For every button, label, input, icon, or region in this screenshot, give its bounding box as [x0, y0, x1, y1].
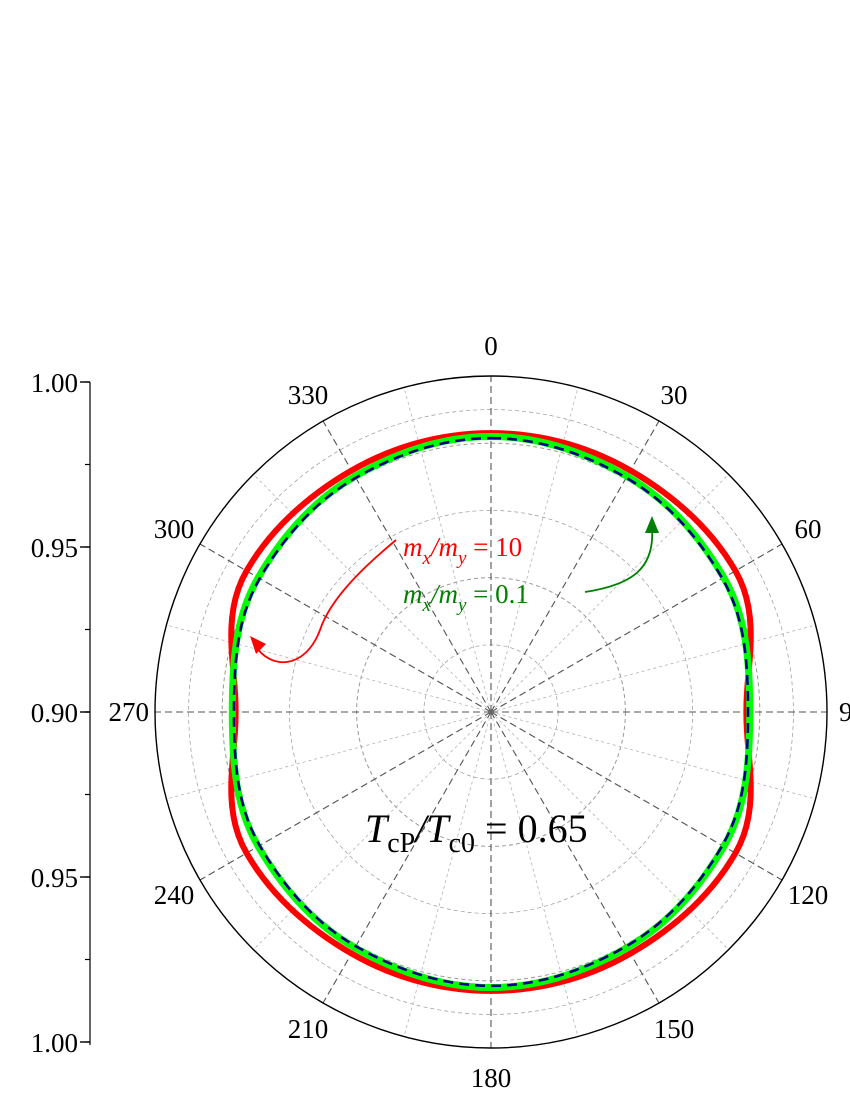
- grid-spoke: [490, 387, 579, 713]
- grid-spoke: [403, 711, 492, 1037]
- grid-spoke: [199, 543, 492, 713]
- radial-tick-label: 0.95: [31, 533, 78, 563]
- angle-tick-label: 210: [288, 1014, 329, 1044]
- temperature-ratio-label: TcP/Tc0 = 0.65: [365, 806, 588, 859]
- angle-tick-label: 270: [109, 697, 150, 727]
- grid-spoke: [253, 711, 492, 950]
- angle-tick-label: 150: [654, 1014, 695, 1044]
- grid-spoke: [490, 711, 660, 1004]
- grid-spoke: [166, 711, 492, 800]
- outer-circle: [154, 375, 828, 1049]
- angle-tick-label: 120: [788, 880, 829, 910]
- angle-tick-label: 90: [839, 697, 850, 727]
- radial-tick-label: 0.95: [31, 863, 78, 893]
- angle-tick-label: 30: [661, 380, 688, 410]
- red-series-label: mx/my = 10: [403, 532, 522, 569]
- angle-tick-label: 60: [794, 514, 821, 544]
- grid-spoke: [490, 474, 729, 713]
- grid-spoke: [490, 711, 729, 950]
- grid-spoke: [490, 711, 783, 881]
- angle-tick-label: 300: [154, 514, 195, 544]
- green-annotation-arrow: [584, 527, 654, 593]
- grid-spoke: [403, 387, 492, 713]
- grid-spoke: [166, 624, 492, 713]
- series-line-3: [232, 436, 750, 988]
- series-line-2: [228, 432, 754, 992]
- grid-spoke: [199, 711, 492, 881]
- red-arrowhead: [250, 636, 266, 654]
- grid-spoke: [490, 543, 783, 713]
- center-point: [488, 709, 494, 715]
- radial-tick-label: 0.90: [31, 698, 78, 728]
- angle-tick-label: 330: [288, 380, 329, 410]
- green-series-label: mx/my = 0.1: [403, 579, 529, 616]
- angle-tick-label: 240: [154, 880, 195, 910]
- radial-axis: 1.00 0.95 0.90 0.95 1.00: [31, 368, 91, 1058]
- grid-spoke: [490, 711, 816, 800]
- grid-spoke: [490, 711, 579, 1037]
- series-layer: [228, 430, 754, 994]
- green-arrowhead: [645, 516, 659, 533]
- angle-tick-label: 0: [484, 331, 498, 361]
- angular-axis: 0 30 60 90 120 150 180 210 240 270 300 330: [109, 331, 850, 1093]
- radial-tick-label: 1.00: [31, 368, 78, 398]
- grid-spoke: [490, 420, 660, 713]
- grid-spoke: [253, 474, 492, 713]
- radial-tick-label: 1.00: [31, 1028, 78, 1058]
- grid-spoke: [490, 624, 816, 713]
- angle-tick-label: 180: [471, 1063, 512, 1093]
- red-annotation-arrow: [254, 539, 397, 664]
